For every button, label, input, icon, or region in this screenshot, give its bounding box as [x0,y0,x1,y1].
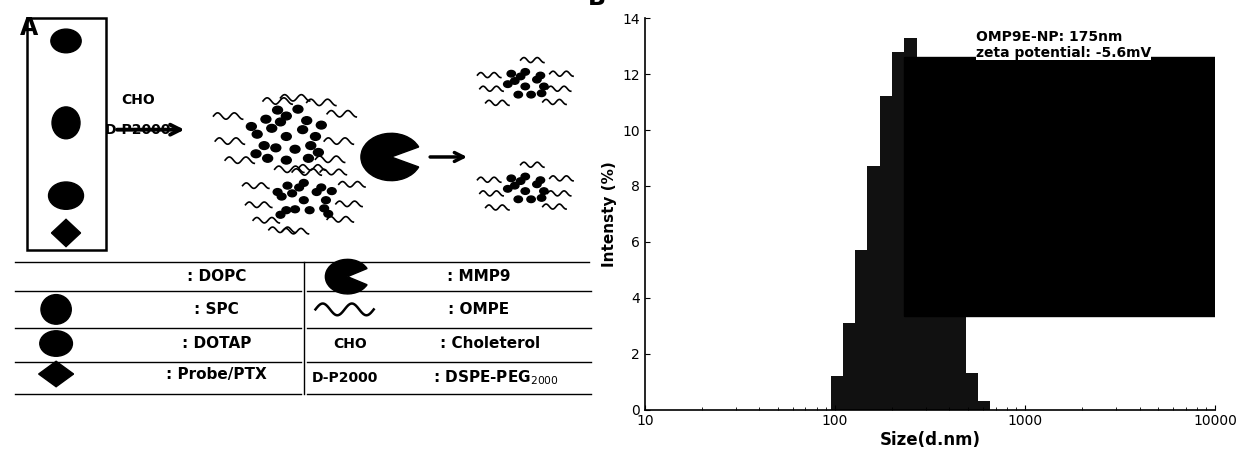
Circle shape [304,155,314,162]
Circle shape [533,76,541,83]
Circle shape [40,331,72,356]
Circle shape [521,83,529,90]
Circle shape [283,182,291,189]
Circle shape [250,150,260,158]
Circle shape [537,195,546,201]
Circle shape [306,142,316,149]
Text: B: B [588,0,606,10]
Circle shape [314,148,324,157]
Circle shape [537,90,546,96]
Text: : OMPE: : OMPE [448,302,510,317]
Text: : DOTAP: : DOTAP [182,336,250,351]
Text: A: A [20,16,37,40]
Circle shape [51,29,81,53]
Circle shape [270,144,280,152]
Text: : Probe/PTX: : Probe/PTX [166,367,267,381]
Text: : DOPC: : DOPC [187,269,246,284]
Circle shape [533,181,541,187]
Circle shape [260,115,270,123]
Text: CHO: CHO [120,93,155,107]
Circle shape [317,184,326,191]
Circle shape [290,145,300,153]
Text: : Choleterol: : Choleterol [440,336,541,351]
Circle shape [539,188,548,194]
Circle shape [252,131,262,138]
Circle shape [278,193,286,200]
Circle shape [536,72,544,79]
Circle shape [281,112,291,120]
Circle shape [503,81,512,87]
Text: CHO: CHO [334,337,367,350]
Circle shape [507,71,516,77]
Circle shape [277,211,285,218]
Circle shape [299,179,309,187]
Circle shape [521,173,529,180]
Ellipse shape [41,295,71,324]
Text: : SPC: : SPC [193,302,239,317]
Polygon shape [38,361,73,387]
Circle shape [247,122,257,131]
Circle shape [527,91,536,98]
Circle shape [511,78,520,84]
Circle shape [298,126,308,134]
Circle shape [507,175,516,182]
Circle shape [516,178,525,184]
Circle shape [516,73,525,80]
Circle shape [275,118,285,126]
Bar [904,57,1215,316]
Circle shape [259,142,269,149]
Text: : DSPE-PEG$_{2000}$: : DSPE-PEG$_{2000}$ [433,368,559,387]
Text: : MMP9: : MMP9 [446,269,511,284]
Circle shape [293,105,303,113]
Circle shape [316,121,326,129]
Text: D-P2000: D-P2000 [104,123,171,137]
Circle shape [310,132,320,140]
Y-axis label: Intensty (%): Intensty (%) [601,161,616,267]
Circle shape [263,155,273,162]
Circle shape [536,177,544,183]
Circle shape [511,182,520,189]
FancyBboxPatch shape [27,18,105,250]
Circle shape [312,189,321,196]
Circle shape [295,184,304,191]
Circle shape [521,188,529,194]
Circle shape [327,187,336,195]
Circle shape [267,124,277,132]
Circle shape [273,189,281,196]
Wedge shape [325,259,367,294]
Circle shape [288,190,296,197]
Circle shape [48,182,83,209]
Text: OMP9E-NP: 175nm
zeta potential: -5.6mV: OMP9E-NP: 175nm zeta potential: -5.6mV [976,30,1151,60]
Circle shape [503,186,512,192]
Circle shape [290,206,299,213]
Circle shape [273,106,283,114]
Circle shape [281,207,290,214]
Circle shape [305,207,314,214]
Circle shape [321,197,330,204]
Polygon shape [51,219,81,247]
Circle shape [281,132,291,140]
Text: D-P2000: D-P2000 [311,371,378,384]
Circle shape [299,197,309,204]
Circle shape [515,91,522,98]
Circle shape [539,83,548,90]
X-axis label: Size(d.nm): Size(d.nm) [879,431,981,449]
Circle shape [281,156,291,164]
Circle shape [320,205,329,212]
Circle shape [301,116,311,124]
Circle shape [521,69,529,75]
Circle shape [324,210,332,217]
Wedge shape [361,133,419,181]
Circle shape [515,196,522,202]
Circle shape [527,196,536,202]
Ellipse shape [52,107,81,139]
